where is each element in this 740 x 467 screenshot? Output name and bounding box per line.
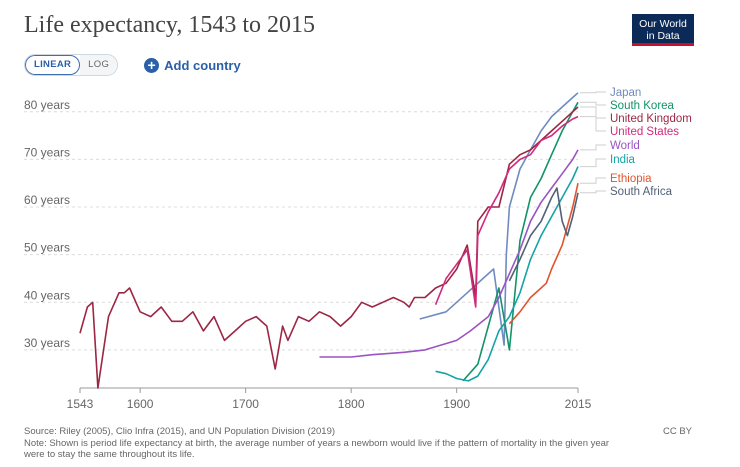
series-line-ethiopia — [508, 183, 579, 325]
y-tick-label: 80 years — [24, 98, 70, 112]
legend-label-united-states: United States — [610, 126, 679, 138]
log-scale-button[interactable]: LOG — [80, 55, 118, 75]
legend-label-south-africa: South Africa — [610, 186, 673, 198]
legend-label-india: India — [610, 154, 636, 166]
y-tick-label: 50 years — [24, 241, 70, 255]
legend-connector — [580, 116, 606, 132]
grid-layer — [24, 111, 578, 351]
x-tick-label: 2015 — [565, 397, 592, 411]
series-line-south-africa — [508, 187, 579, 282]
x-tick-label: 1543 — [67, 397, 94, 411]
legend-connector — [580, 144, 606, 151]
series-layer — [79, 92, 579, 389]
legend-label-world: World — [610, 140, 640, 152]
logo-line-1: Our World — [639, 18, 687, 30]
x-tick-label: 1900 — [443, 397, 470, 411]
y-tick-label: 40 years — [24, 288, 70, 302]
legend-connector — [580, 158, 606, 168]
scale-toggle: LINEAR LOG — [24, 54, 119, 76]
series-line-south-korea — [462, 101, 579, 382]
legend-connector — [580, 190, 606, 194]
legend-connector — [580, 91, 606, 94]
legend-connector — [580, 106, 606, 119]
logo-line-2: in Data — [646, 30, 680, 42]
add-country-label: Add country — [164, 57, 241, 73]
chart-toolbar: LINEAR LOG + Add country — [24, 54, 241, 76]
series-line-india — [435, 166, 579, 382]
legend-connector — [580, 101, 606, 106]
source-text: Source: Riley (2005), Clio Infra (2015),… — [24, 426, 336, 437]
axis-layer: 30 years 40 years 50 years 60 years 70 years… — [24, 98, 592, 411]
x-tick-label: 1800 — [338, 397, 365, 411]
x-tick-label: 1700 — [232, 397, 259, 411]
license-link[interactable]: CC BY — [662, 426, 692, 437]
y-tick-label: 60 years — [24, 193, 70, 207]
plus-circle-icon: + — [144, 57, 160, 73]
linear-scale-button[interactable]: LINEAR — [25, 55, 81, 75]
series-line-world — [319, 149, 579, 358]
owid-logo[interactable]: Our World in Data — [632, 14, 694, 46]
note-text: Note: Shown is period life expectancy at… — [24, 437, 610, 449]
chart-title: Life expectancy, 1543 to 2015 — [24, 12, 316, 38]
legend-label-ethiopia: Ethiopia — [610, 173, 652, 185]
legend-label-japan: Japan — [610, 87, 641, 99]
legend-label-south-korea: South Korea — [610, 100, 675, 112]
legend-label-united-kingdom: United Kingdom — [610, 113, 692, 125]
y-tick-label: 70 years — [24, 145, 70, 159]
note-text-2: were to stay the same throughout its lif… — [24, 449, 195, 460]
x-tick-label: 1600 — [127, 397, 154, 411]
source-note: Source: Riley (2005), Clio Infra (2015),… — [24, 426, 674, 461]
series-line-japan — [419, 92, 579, 346]
add-country-button[interactable]: + Add country — [144, 57, 241, 73]
legend-connector — [580, 177, 606, 184]
y-tick-label: 30 years — [24, 336, 70, 350]
series-line-united-states — [434, 115, 579, 308]
series-line-united-kingdom — [79, 106, 579, 389]
